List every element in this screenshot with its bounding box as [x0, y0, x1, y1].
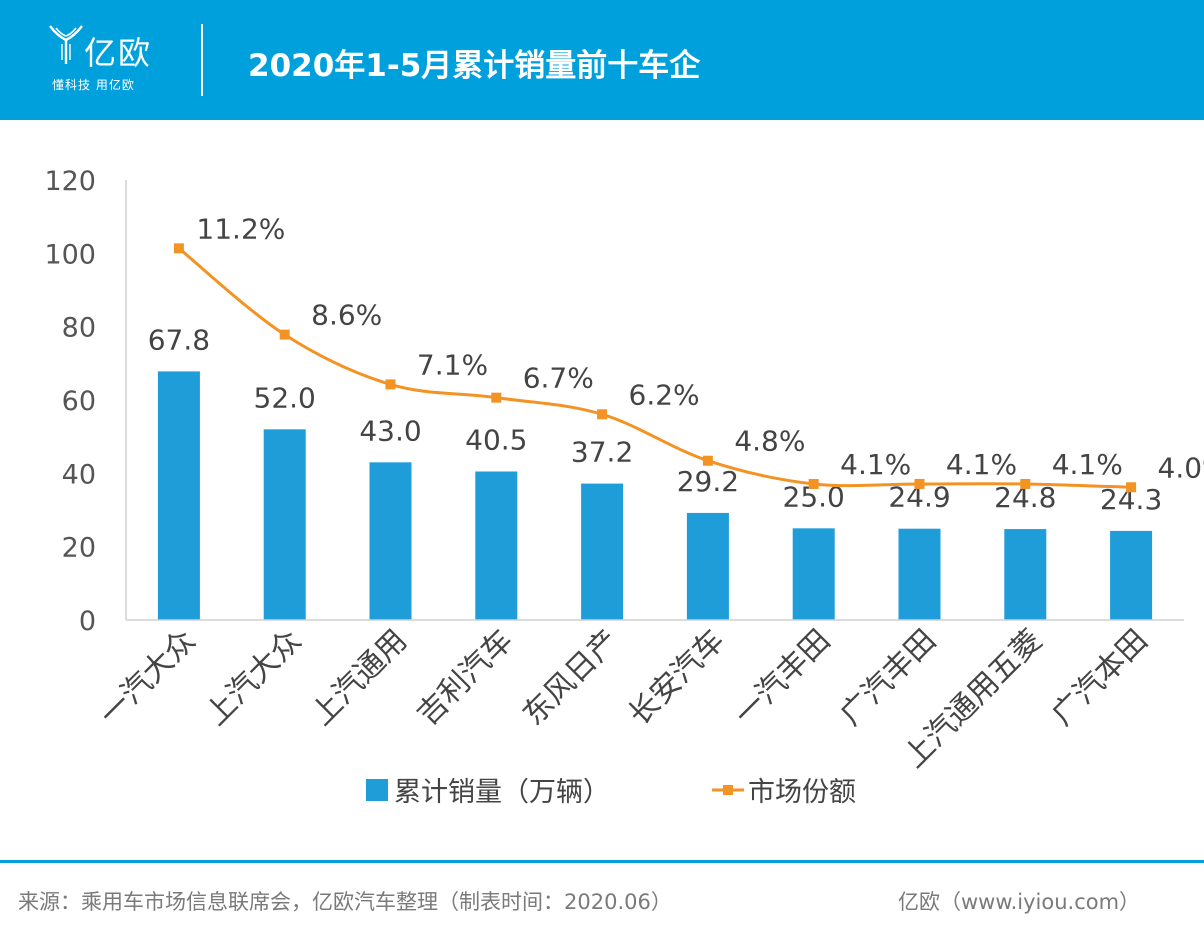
line-point [597, 409, 608, 420]
line-point [1020, 478, 1031, 489]
line-point [279, 329, 290, 340]
legend-label-line: 市场份额 [748, 777, 856, 808]
x-category-label: 东风日产 [516, 623, 626, 733]
legend-swatch-marker [723, 785, 733, 795]
bar [263, 429, 306, 620]
line-value-label: 4.1% [1052, 448, 1123, 481]
bar-value-label: 43.0 [359, 414, 421, 447]
x-category-label: 广汽本田 [1045, 623, 1155, 733]
line-value-label: 4.0% [1158, 451, 1204, 484]
line-value-label: 4.8% [734, 425, 805, 458]
line-point [702, 455, 713, 466]
logo-slogan: 懂科技 用亿欧 [52, 78, 135, 92]
line-value-label: 7.1% [417, 348, 488, 381]
line-point [173, 243, 184, 254]
logo: 亿欧 懂科技 用亿欧 [48, 20, 198, 100]
bar-value-label: 37.2 [571, 436, 633, 469]
page-title: 2020年1-5月累计销量前十车企 [248, 48, 701, 84]
x-category-label: 上汽大众 [199, 623, 309, 733]
x-category-label: 长安汽车 [622, 623, 732, 733]
bar [686, 512, 729, 620]
combo-chart: 0 20 40 60 80 100 120 67.8 52.0 43.0 40.5 37.2 29.2… [44, 166, 1204, 808]
line-point [808, 478, 819, 489]
bar-value-label: 29.2 [677, 465, 739, 498]
source-note: 来源：乘用车市场信息联席会，亿欧汽车整理（制表时间：2020.06） [18, 890, 672, 914]
bar-series [157, 371, 1153, 620]
x-category-label: 一汽大众 [93, 623, 203, 733]
bar [1004, 529, 1047, 620]
footer-divider [0, 860, 1204, 863]
y-tick-label: 100 [44, 239, 96, 270]
bar [369, 462, 412, 620]
bar-value-label: 67.8 [148, 323, 210, 356]
line-value-label: 11.2% [196, 212, 285, 245]
legend: 累计销量（万辆） 市场份额 [366, 777, 856, 808]
bar [898, 528, 941, 620]
bar-value-label: 52.0 [254, 381, 316, 414]
x-category-label: 上汽通用 [305, 623, 415, 733]
y-axis: 0 20 40 60 80 100 120 [44, 166, 127, 637]
line-data-labels: 11.2% 8.6% 7.1% 6.7% 6.2% 4.8% 4.1% 4.1% 4.1% 4.0… [196, 212, 1204, 484]
x-category-label: 一汽丰田 [728, 623, 838, 733]
bar [157, 371, 200, 620]
legend-label-bar: 累计销量（万辆） [394, 777, 610, 808]
bar [475, 471, 518, 620]
x-category-label: 吉利汽车 [410, 623, 520, 733]
x-category-label: 广汽丰田 [834, 623, 944, 733]
legend-swatch-bar [366, 779, 388, 801]
bar [792, 528, 835, 620]
line-value-label: 4.1% [946, 448, 1017, 481]
line-value-label: 8.6% [311, 299, 382, 332]
line-value-label: 6.2% [629, 378, 700, 411]
bar [1110, 530, 1153, 620]
logo-text: 亿欧 [84, 34, 153, 72]
x-axis: 一汽大众上汽大众上汽通用吉利汽车东风日产长安汽车一汽丰田广汽丰田上汽通用五菱广汽… [93, 619, 1184, 775]
y-tick-label: 40 [62, 459, 96, 490]
line-point [385, 379, 396, 390]
header-divider [201, 24, 203, 96]
y-tick-label: 80 [62, 313, 96, 344]
line-point [914, 478, 925, 489]
line-value-label: 4.1% [840, 448, 911, 481]
y-tick-label: 120 [44, 166, 96, 197]
brand-credit: 亿欧（www.iyiou.com） [898, 890, 1141, 914]
line-value-label: 6.7% [523, 362, 594, 395]
line-point [1126, 482, 1137, 493]
line-series [173, 243, 1137, 493]
bar-value-label: 40.5 [465, 424, 527, 457]
y-tick-label: 60 [62, 386, 96, 417]
line-point [491, 392, 502, 403]
line-path [177, 247, 1132, 489]
bar [581, 483, 624, 620]
y-tick-label: 20 [62, 533, 96, 564]
logo-icon [49, 25, 83, 64]
header-banner: 亿欧 懂科技 用亿欧 2020年1-5月累计销量前十车企 [0, 0, 1204, 120]
y-tick-label: 0 [79, 606, 96, 637]
